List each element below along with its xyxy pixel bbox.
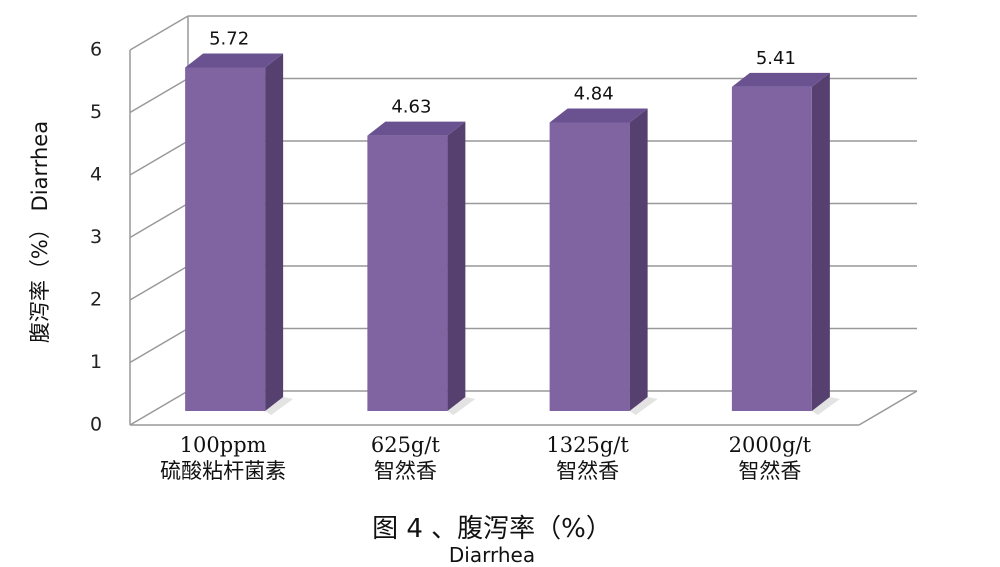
data-labels: 5.72 4.63 4.84 5.41 — [209, 29, 796, 118]
gridline-diagonal — [129, 202, 189, 239]
bar-top — [549, 108, 648, 123]
category-label: 2000g/t — [729, 433, 812, 457]
category-label: 625g/t — [371, 433, 441, 457]
bar-front — [185, 67, 266, 411]
y-tick-label: 3 — [90, 226, 102, 248]
category-label: 智然香 — [556, 459, 619, 483]
bar-top — [367, 121, 466, 136]
gridline-diagonal — [129, 15, 189, 51]
y-tick-label: 5 — [90, 101, 102, 123]
figure-caption-english: Diarrhea — [449, 543, 535, 567]
y-ticks: 0 1 2 3 4 5 6 — [90, 39, 102, 436]
category-label: 智然香 — [738, 459, 801, 483]
category-labels: 100ppm硫酸粘杆菌素625g/t智然香1325g/t智然香2000g/t智然… — [160, 433, 812, 483]
data-label: 4.63 — [391, 97, 431, 118]
bar — [549, 108, 658, 415]
gridline-diagonal — [129, 265, 189, 301]
y-axis-label: 腹泻率（%） Diarrhea — [28, 121, 52, 343]
y-tick-label: 6 — [90, 39, 102, 61]
category-label: 智然香 — [374, 459, 437, 483]
bar-side — [629, 108, 648, 411]
gridline-diagonal — [129, 77, 189, 114]
bar-top — [185, 53, 284, 68]
bar — [367, 121, 476, 415]
bars — [185, 53, 840, 415]
bar-top — [731, 72, 830, 87]
floor-right-edge — [858, 390, 918, 426]
y-tick-label: 4 — [90, 164, 102, 186]
bar-front — [549, 122, 630, 411]
category-label: 100ppm — [180, 433, 267, 457]
data-label: 5.41 — [756, 48, 796, 69]
bar — [731, 72, 840, 415]
bar-shadow — [629, 397, 658, 415]
bar-side — [811, 72, 830, 411]
figure-caption: 图 4 、腹泻率（%） — [372, 514, 612, 544]
bar-front — [367, 135, 448, 411]
gridline-diagonal — [129, 327, 189, 364]
y-tick-label: 0 — [90, 414, 102, 436]
bar-front — [731, 86, 812, 411]
y-tick-label: 2 — [90, 289, 102, 311]
bar-shadow — [265, 397, 294, 415]
category-label: 硫酸粘杆菌素 — [160, 459, 286, 483]
y-tick-label: 1 — [90, 351, 102, 373]
bar-shadow — [447, 397, 476, 415]
bar-shadow — [811, 397, 840, 415]
bar-side — [265, 53, 284, 411]
bar-side — [447, 121, 466, 411]
category-label: 1325g/t — [546, 433, 629, 457]
bar — [185, 53, 294, 415]
data-label: 4.84 — [574, 84, 614, 105]
data-label: 5.72 — [209, 29, 249, 50]
gridline-diagonal — [129, 140, 189, 176]
gridline-diagonal — [129, 390, 189, 426]
